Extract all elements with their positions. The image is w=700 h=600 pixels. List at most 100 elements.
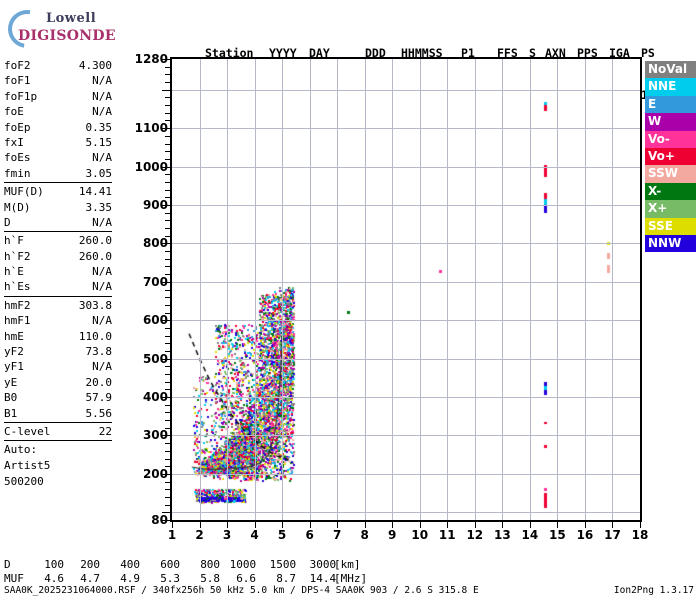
- muf-cell: 1000: [229, 558, 257, 571]
- muf-cell: 4.6: [44, 571, 65, 585]
- y-axis-tick: [165, 251, 170, 253]
- param-value: N/A: [92, 215, 112, 229]
- muf-cell: 4.9: [120, 571, 141, 585]
- y-axis-tick: [162, 473, 170, 475]
- muf-row-label: D: [4, 558, 11, 571]
- legend-item-ssw[interactable]: SSW: [645, 165, 696, 183]
- logo-lowell-text: Lowell: [46, 11, 97, 26]
- station-header-labels: Station YYYY DAY DDD HHMMSS P1 FFS S AXN PPS IGA PS: [205, 46, 655, 60]
- gridline-vertical: [310, 59, 311, 520]
- param-row: hmF1 N/A: [4, 313, 112, 328]
- x-axis-tick-label: 8: [360, 528, 369, 542]
- legend-item-w[interactable]: W: [645, 113, 696, 131]
- param-value: 73.8: [85, 345, 113, 359]
- y-axis-tick: [162, 128, 170, 130]
- legend-item-x[interactable]: X+: [645, 200, 696, 218]
- y-axis-tick-label: 500: [142, 351, 168, 366]
- param-row: foEs N/A: [4, 150, 112, 165]
- y-axis-tick: [162, 89, 170, 91]
- param-key: C-level: [4, 424, 51, 438]
- legend-item-nnw[interactable]: NNW: [645, 234, 696, 253]
- param-row: foE N/A: [4, 104, 112, 119]
- legend-item-e[interactable]: E: [645, 95, 696, 114]
- x-axis-tick: [640, 522, 641, 528]
- legend-item-vo[interactable]: Vo+: [645, 147, 696, 166]
- ionogram-plot-area[interactable]: [170, 57, 642, 522]
- y-axis-tick: [165, 228, 170, 230]
- autoscale-info-line: Auto:: [4, 443, 38, 457]
- legend-item-sse[interactable]: SSE: [645, 217, 696, 235]
- muf-cell: 5.3: [160, 571, 181, 585]
- muf-cell: 6.6: [236, 571, 257, 585]
- muf-cell: 1500: [269, 558, 297, 571]
- y-axis-tick: [165, 274, 170, 276]
- y-axis-tick: [165, 120, 170, 122]
- header-label-station: Station: [205, 46, 254, 60]
- y-axis-tick: [165, 496, 170, 498]
- y-axis-tick: [165, 174, 170, 176]
- legend-item-noval[interactable]: NoVal: [645, 61, 696, 79]
- gridline-vertical: [612, 59, 613, 520]
- header-label-pps: PPS: [577, 46, 598, 60]
- y-axis-tick: [162, 243, 170, 245]
- y-axis-tick: [165, 443, 170, 445]
- y-axis-tick: [162, 512, 170, 514]
- legend-item-nne[interactable]: NNE: [645, 78, 696, 96]
- gridline-vertical: [475, 59, 476, 520]
- y-axis-tick: [165, 220, 170, 222]
- y-axis-tick-label: 1100: [134, 121, 168, 136]
- gridline-vertical: [200, 59, 201, 520]
- param-value: 5.15: [85, 135, 113, 149]
- y-axis-tick-label: 800: [142, 236, 168, 251]
- gridline-vertical: [420, 59, 421, 520]
- y-axis-tick: [162, 435, 170, 437]
- y-axis-labels: 80 200 300 400 500 600 700 800 900 1000 1100 1280: [132, 50, 168, 530]
- y-axis-tick: [162, 204, 170, 206]
- param-value: 14.41: [78, 185, 112, 199]
- param-row: B0 57.9: [4, 390, 112, 405]
- footer-version: Ion2Png 1.3.17: [613, 585, 694, 596]
- param-value: N/A: [92, 74, 112, 88]
- gridline-vertical: [337, 59, 338, 520]
- y-axis-tick: [165, 404, 170, 406]
- param-key: foEp: [4, 120, 31, 134]
- y-axis-tick: [165, 420, 170, 422]
- x-axis-tick-label: 17: [604, 528, 621, 542]
- param-divider: [4, 421, 112, 423]
- y-axis-tick: [165, 381, 170, 383]
- param-key: foF2: [4, 59, 31, 72]
- gridline-vertical: [530, 59, 531, 520]
- muf-cell: 14.4: [309, 571, 337, 585]
- y-axis-tick: [162, 59, 170, 60]
- gridline-vertical: [447, 59, 448, 520]
- x-axis-tick-label: 14: [521, 528, 539, 542]
- x-axis-ticks: [170, 522, 642, 529]
- gridline-vertical: [227, 59, 228, 520]
- param-value: N/A: [92, 265, 112, 279]
- x-axis-tick-label: 18: [631, 528, 649, 542]
- x-axis-tick-label: 13: [493, 528, 511, 542]
- x-axis-tick-label: 12: [466, 528, 484, 542]
- lowell-digisonde-logo: Lowell DIGISONDE: [0, 2, 126, 56]
- legend-item-x[interactable]: X-: [645, 182, 696, 201]
- x-axis-tick-label: 9: [388, 528, 397, 542]
- param-row: yF1 N/A: [4, 359, 112, 374]
- param-key: hmF2: [4, 298, 31, 312]
- y-axis-tick: [165, 366, 170, 368]
- gridline-vertical: [282, 59, 283, 520]
- param-value: 57.9: [85, 391, 113, 405]
- header-label-yyyy: YYYY: [269, 46, 297, 60]
- param-value: 20.0: [85, 375, 113, 389]
- param-key: foE: [4, 105, 24, 119]
- x-axis-tick: [364, 522, 366, 528]
- param-key: yF2: [4, 345, 24, 359]
- gridline-vertical: [365, 59, 366, 520]
- muf-cell: 800: [200, 558, 221, 571]
- gridline-horizontal: [172, 282, 640, 283]
- param-key: yF1: [4, 360, 24, 374]
- param-key: h`F: [4, 234, 24, 248]
- plot-inner: [172, 59, 640, 520]
- param-key: h`E: [4, 265, 24, 279]
- legend-item-vo[interactable]: Vo-: [645, 130, 696, 148]
- header-label-p1: P1: [461, 46, 475, 60]
